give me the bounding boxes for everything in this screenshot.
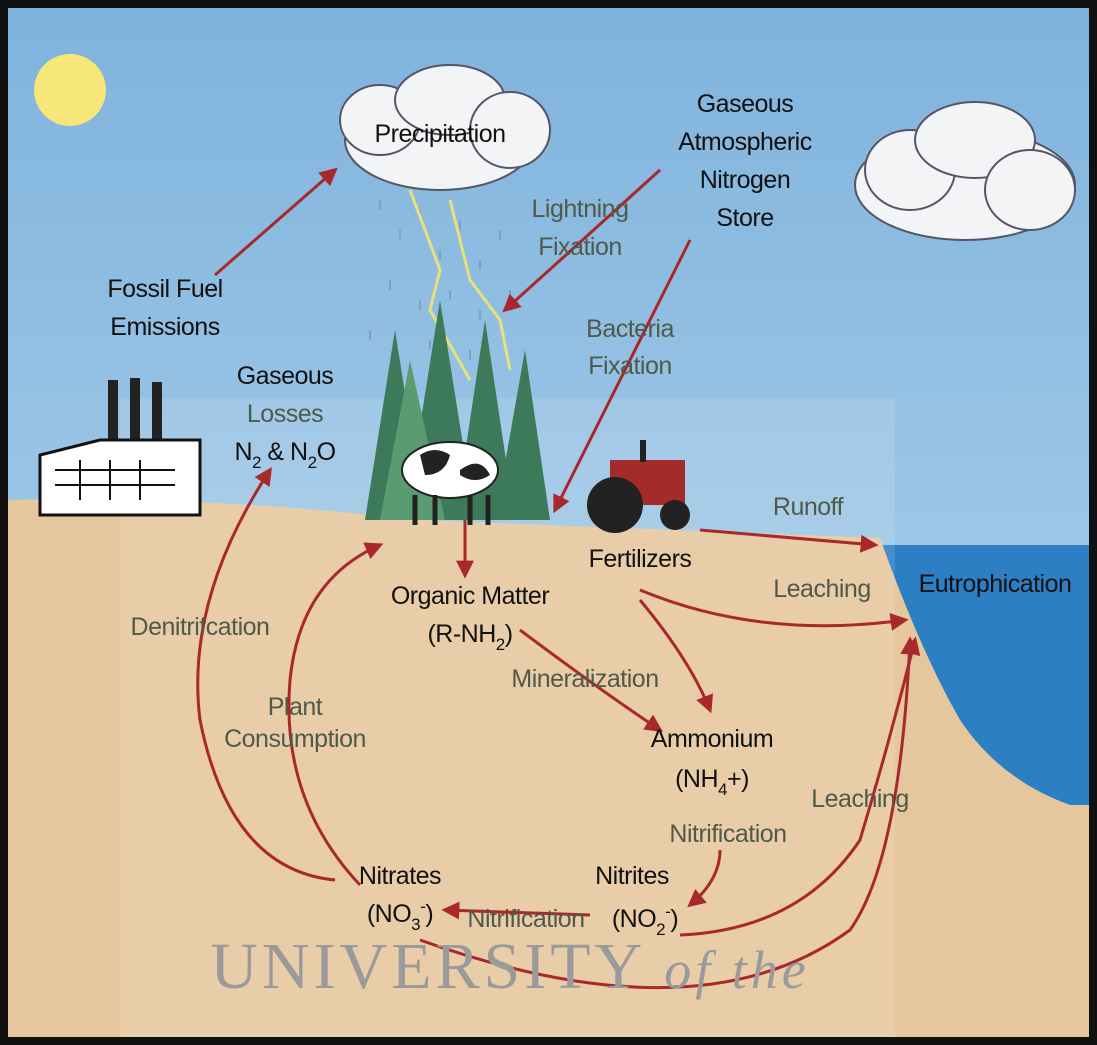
arrow [502,168,662,313]
text: & N [261,438,308,466]
cloud [854,101,1076,241]
label: Nitrites [595,862,669,890]
label: Nitrification [669,820,786,848]
arrow [441,901,591,920]
labels: Precipitation Gaseous Atmospheric Nitrogen S… [107,90,1072,1003]
superscript: - [420,897,425,916]
label: Fixation [538,233,622,261]
text: (NH [675,765,718,793]
label: Nitrates [359,862,441,890]
label: (NO3-) [367,897,433,934]
text: ) [505,620,513,648]
label: (NH4+) [675,765,749,799]
label: Gaseous [237,362,334,390]
label: N2 & N2O [234,438,335,472]
label: Runoff [773,493,844,521]
label: Denitrifcation [131,613,270,641]
arrow [699,528,879,553]
label: Nitrogen [700,166,791,194]
arrow [639,588,909,631]
label: Eutrophication [919,570,1072,598]
label: Ammonium [651,725,773,753]
text: +) [727,765,749,793]
subscript: 2 [496,635,505,654]
arrow [419,636,919,990]
factory [38,378,202,517]
arrow [196,466,336,882]
label: (R-NH2) [427,620,512,654]
label: Fixation [588,352,672,380]
text: ) [425,900,433,928]
label: Bacteria [586,315,674,343]
label: Mineralization [511,665,658,693]
sun [34,54,106,126]
subscript: 2 [308,453,317,472]
sea [880,545,1089,805]
label: Fossil Fuel [107,275,222,303]
flow-arrows [196,167,921,990]
label: Leaching [773,575,870,603]
label: Consumption [224,725,366,753]
label: (NO2-) [612,902,678,939]
label: Precipitation [374,120,505,148]
text: (R-NH [427,620,495,648]
subscript: 2 [252,453,261,472]
cow [401,441,499,525]
subscript: 4 [718,780,727,799]
label: Leaching [811,785,908,813]
text: (NO [612,905,656,933]
label: Gaseous [697,90,794,118]
ground [8,499,1089,1038]
label: Losses [247,400,323,428]
text: (NO [367,900,411,928]
text: N [234,438,252,466]
label: Emissions [110,313,219,341]
tractor [587,440,690,533]
arrow [214,167,338,277]
label: Lightning [532,195,629,223]
arrow [553,239,692,514]
subscript: 2 [656,920,665,939]
arrow [287,542,384,887]
subscript: 3 [411,915,420,934]
label: Atmospheric [678,128,811,156]
lightning [408,189,512,381]
cloud [339,64,551,191]
label: Store [716,204,773,232]
text: ) [670,905,678,933]
label: UNIVERSITY of the [210,930,810,1003]
label: Fertilizers [589,545,692,573]
label: Organic Matter [391,582,550,610]
text: of the [664,940,809,1000]
arrow [519,628,663,732]
arrow [679,636,921,937]
label: Nitrification [467,905,584,933]
text: O [317,438,336,466]
text: UNIVERSITY [210,930,664,1003]
arrow [638,599,714,714]
label: Plant [268,693,323,721]
arrow [687,849,722,908]
superscript: - [665,902,670,921]
